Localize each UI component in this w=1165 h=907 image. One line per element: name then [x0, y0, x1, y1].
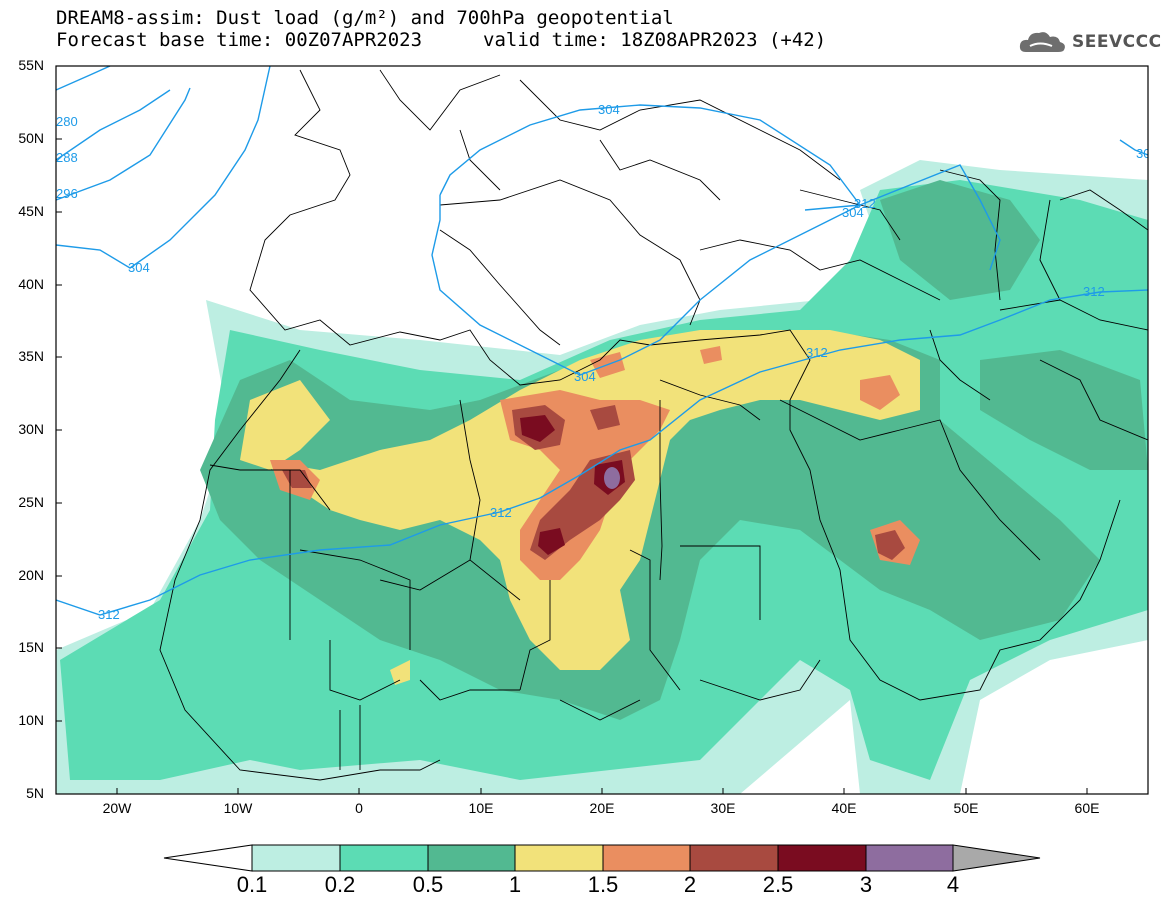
lat-label: 20N	[18, 567, 44, 583]
colorbar-swatch	[428, 845, 515, 871]
contour-label: 304	[574, 369, 596, 384]
lon-label: 20W	[102, 800, 132, 816]
lat-label: 10N	[18, 712, 44, 728]
contour-label: 288	[56, 150, 78, 165]
colorbar-label: 2.5	[762, 872, 794, 897]
colorbar	[163, 844, 1041, 872]
colorbar-label: 4	[946, 872, 960, 897]
geopotential-contours	[56, 66, 1148, 616]
colorbar-label: 0.2	[324, 872, 356, 897]
colorbar-label: 0.5	[412, 872, 444, 897]
dust-field-3	[604, 467, 620, 489]
contour-label: 304	[598, 102, 620, 117]
lat-label: 30N	[18, 421, 44, 437]
lat-label: 25N	[18, 494, 44, 510]
colorbar-label: 1	[508, 872, 522, 897]
contour-label: 280	[56, 114, 78, 129]
cloud-icon	[1019, 32, 1065, 52]
colorbar-swatch	[515, 845, 603, 871]
lon-label: 10E	[468, 800, 494, 816]
lat-label: 55N	[18, 57, 44, 73]
colorbar-swatch	[340, 845, 428, 871]
contour-label: 312	[1083, 284, 1105, 299]
lon-label: 40E	[831, 800, 857, 816]
contour-label: 304	[128, 260, 150, 275]
lat-label: 45N	[18, 203, 44, 219]
contour-label: 312	[806, 345, 828, 360]
colorbar-label: 3	[859, 872, 873, 897]
colorbar-swatch	[603, 845, 690, 871]
valid-time: valid time: 18Z08APR2023 (+42)	[483, 29, 827, 51]
lat-label: 35N	[18, 348, 44, 364]
colorbar-label: 2	[683, 872, 697, 897]
lon-label: 30E	[710, 800, 736, 816]
colorbar-under-arrow	[163, 844, 253, 872]
colorbar-swatch	[690, 845, 778, 871]
lon-label: 60E	[1074, 800, 1100, 816]
logo-text: SEEVCCC	[1072, 32, 1162, 52]
lat-label: 40N	[18, 276, 44, 292]
lat-label: 15N	[18, 639, 44, 655]
lon-label: 10W	[223, 800, 253, 816]
colorbar-swatch	[778, 845, 866, 871]
colorbar-label: 1.5	[587, 872, 619, 897]
contour-label: 30	[1136, 146, 1150, 161]
lon-label: 50E	[953, 800, 979, 816]
dust-field-0-5	[200, 180, 1148, 720]
colorbar-over-arrow	[952, 844, 1041, 872]
contour-label: 296	[56, 186, 78, 201]
contour-label: 304	[842, 205, 864, 220]
colorbar-swatch	[866, 845, 953, 871]
colorbar-swatch	[252, 845, 340, 871]
lon-label: 0	[355, 800, 363, 816]
lat-label: 5N	[26, 785, 44, 801]
contour-label: 312	[854, 196, 876, 211]
colorbar-label: 0.1	[236, 872, 268, 897]
map-title: DREAM8-assim: Dust load (g/m²) and 700hP…	[56, 7, 674, 29]
base-time: Forecast base time: 00Z07APR2023	[56, 29, 423, 51]
contour-label: 312	[490, 505, 512, 520]
dust-field-2-5	[520, 415, 625, 555]
lat-label: 50N	[18, 130, 44, 146]
seevccc-logo: SEEVCCC	[1018, 28, 1162, 56]
lon-label: 20E	[589, 800, 615, 816]
forecast-times: Forecast base time: 00Z07APR2023 valid ti…	[56, 29, 826, 51]
contour-label: 312	[98, 607, 120, 622]
axis-ticks	[56, 65, 1088, 794]
